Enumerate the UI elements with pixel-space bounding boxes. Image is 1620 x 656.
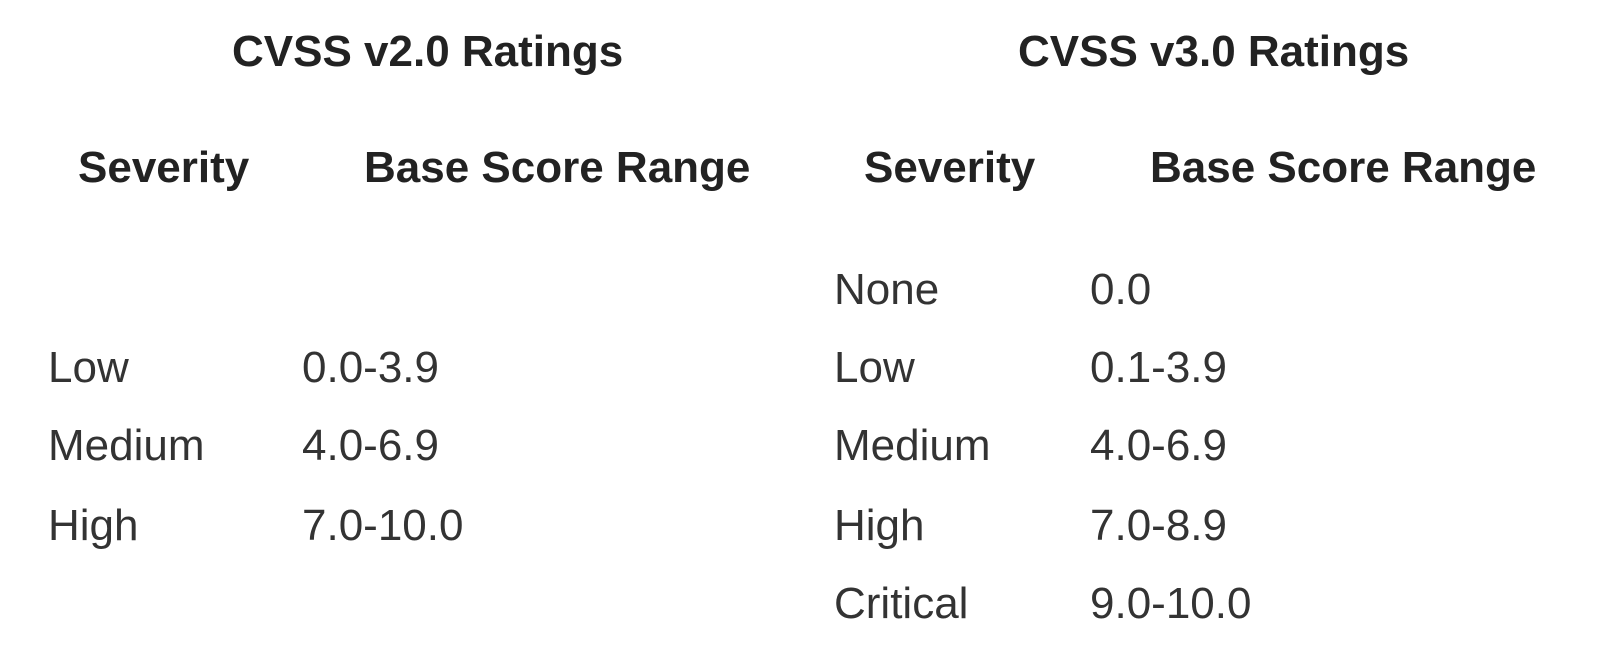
cvss-v3-row-medium-severity: Medium bbox=[834, 421, 991, 470]
cvss-v2-severity-header: Severity bbox=[78, 143, 250, 192]
cvss-v2-row-low-severity: Low bbox=[48, 343, 129, 392]
cvss-v2-row-high-severity: High bbox=[48, 501, 139, 550]
cvss-v3-severity-header: Severity bbox=[864, 143, 1036, 192]
cvss-v3-row-critical-severity: Critical bbox=[834, 579, 969, 628]
cvss-v3-row-low-range: 0.1-3.9 bbox=[1090, 343, 1227, 392]
cvss-v3-title: CVSS v3.0 Ratings bbox=[1018, 27, 1410, 76]
cvss-v2-title: CVSS v2.0 Ratings bbox=[232, 27, 624, 76]
cvss-v3-row-medium-range: 4.0-6.9 bbox=[1090, 421, 1227, 470]
cvss-v3-row-none-range: 0.0 bbox=[1090, 265, 1152, 314]
cvss-v3-row-high-range: 7.0-8.9 bbox=[1090, 501, 1227, 550]
cvss-v3-row-none-severity: None bbox=[834, 265, 940, 314]
cvss-v2-range-header: Base Score Range bbox=[364, 143, 751, 192]
cvss-v3-row-low-severity: Low bbox=[834, 343, 915, 392]
cvss-v2-row-medium-severity: Medium bbox=[48, 421, 205, 470]
cvss-v3-range-header: Base Score Range bbox=[1150, 143, 1537, 192]
cvss-v3-row-critical-range: 9.0-10.0 bbox=[1090, 579, 1252, 628]
cvss-v3-row-high-severity: High bbox=[834, 501, 925, 550]
cvss-v2-row-medium-range: 4.0-6.9 bbox=[302, 421, 439, 470]
cvss-v2-row-high-range: 7.0-10.0 bbox=[302, 501, 464, 550]
cvss-v2-row-low-range: 0.0-3.9 bbox=[302, 343, 439, 392]
